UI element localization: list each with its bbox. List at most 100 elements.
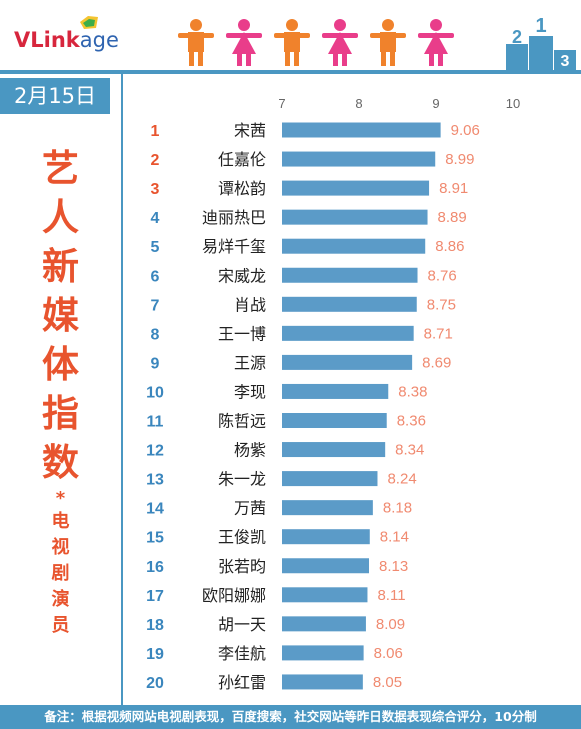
rank-label: 14 xyxy=(146,501,164,518)
title-char: 新 xyxy=(42,245,79,288)
category-label: 易烊千玺 xyxy=(202,237,266,256)
value-label: 8.13 xyxy=(379,558,408,575)
category-label: 谭松韵 xyxy=(218,179,266,198)
bar xyxy=(282,238,426,254)
value-label: 8.24 xyxy=(387,471,416,488)
value-label: 8.71 xyxy=(424,325,453,342)
rank-label: 2 xyxy=(151,152,160,169)
rank-label: 10 xyxy=(146,384,164,401)
value-label: 8.14 xyxy=(380,529,409,546)
category-label: 肖战 xyxy=(234,295,266,314)
bar xyxy=(282,122,441,138)
value-label: 8.89 xyxy=(438,209,467,226)
value-label: 8.18 xyxy=(383,500,412,517)
rank-label: 7 xyxy=(151,297,160,314)
x-tick-label: 9 xyxy=(432,96,439,111)
podium-icon: 2 1 3 xyxy=(506,15,576,70)
rank-label: 1 xyxy=(151,123,160,140)
rank-label: 19 xyxy=(146,646,164,663)
rank-label: 11 xyxy=(147,414,164,431)
value-label: 8.34 xyxy=(395,442,424,459)
rank-label: 13 xyxy=(146,472,164,489)
value-label: 8.86 xyxy=(435,238,464,255)
rank-label: 4 xyxy=(151,210,160,227)
value-label: 8.09 xyxy=(376,616,405,633)
title-char: 媒 xyxy=(42,294,79,337)
title-star: * xyxy=(55,488,66,509)
rank-label: 20 xyxy=(146,675,164,692)
header: VLinkage 2 1 3 xyxy=(0,0,581,70)
category-label: 欧阳娜娜 xyxy=(202,586,266,605)
category-label: 孙红雷 xyxy=(218,673,266,692)
value-label: 8.76 xyxy=(428,267,457,284)
category-label: 李现 xyxy=(234,382,266,401)
title-char: 艺 xyxy=(42,147,79,190)
date-badge: 2月15日 xyxy=(0,78,110,114)
bar xyxy=(282,325,414,341)
value-label: 8.11 xyxy=(377,587,405,604)
subtitle-char: 视 xyxy=(51,537,70,558)
bar xyxy=(282,558,370,574)
ranking-chart: 7 8 9 10 1 宋茜 9.06 2 任嘉伦 8.99 3 谭松韵 8.91 4 迪丽热巴 8.89 5 易烊… xyxy=(146,96,520,692)
bar xyxy=(282,587,368,603)
rank-label: 15 xyxy=(146,530,164,547)
logo-tag-icon xyxy=(80,16,98,29)
bar xyxy=(282,616,366,632)
bar xyxy=(282,413,387,428)
man-icon xyxy=(370,19,406,66)
man-icon xyxy=(178,19,214,66)
value-label: 9.06 xyxy=(451,122,480,139)
category-label: 李佳航 xyxy=(218,644,266,663)
rank-label: 17 xyxy=(146,588,164,605)
category-label: 宋茜 xyxy=(234,121,266,140)
value-label: 8.05 xyxy=(373,674,402,691)
category-label: 王俊凯 xyxy=(218,528,266,547)
value-label: 8.38 xyxy=(398,383,427,400)
category-label: 任嘉伦 xyxy=(218,150,266,169)
subtitle-char: 员 xyxy=(51,615,70,636)
category-label: 王源 xyxy=(234,353,266,372)
x-tick-label: 10 xyxy=(506,96,520,111)
man-icon xyxy=(274,19,310,66)
category-label: 杨紫 xyxy=(234,441,266,460)
value-label: 8.06 xyxy=(374,645,403,662)
bar xyxy=(282,180,430,196)
category-label: 宋威龙 xyxy=(218,266,266,285)
footer-note: 备注：根据视频网站电视剧表现，百度搜索，社交网站等昨日数据表现综合评分，10分制 xyxy=(0,705,581,729)
bar xyxy=(282,296,417,312)
header-divider xyxy=(0,70,581,74)
title-char: 人 xyxy=(42,196,79,239)
rank-label: 18 xyxy=(146,617,164,634)
value-label: 8.36 xyxy=(397,413,426,430)
bar xyxy=(282,442,386,458)
subtitle-char: 电 xyxy=(51,511,70,532)
svg-text:1: 1 xyxy=(535,15,546,37)
rank-label: 16 xyxy=(146,559,164,576)
subtitle-char: 演 xyxy=(51,589,70,610)
value-label: 8.99 xyxy=(445,151,474,168)
rank-label: 12 xyxy=(146,443,164,460)
rank-label: 6 xyxy=(151,268,160,285)
title-char: 体 xyxy=(42,343,79,386)
woman-icon xyxy=(418,19,454,66)
title-char: 数 xyxy=(42,441,79,484)
x-tick-label: 7 xyxy=(278,96,285,111)
bar xyxy=(282,151,436,167)
bar xyxy=(282,209,428,225)
bar xyxy=(282,645,364,661)
category-label: 胡一天 xyxy=(218,615,266,634)
rank-label: 8 xyxy=(151,326,160,343)
category-label: 迪丽热巴 xyxy=(202,208,266,227)
woman-icon xyxy=(226,19,262,66)
x-tick-label: 8 xyxy=(355,96,362,111)
people-icons xyxy=(178,19,454,66)
category-label: 朱一龙 xyxy=(218,470,266,489)
bar xyxy=(282,529,370,545)
subtitle-char: 剧 xyxy=(51,563,70,584)
value-label: 8.91 xyxy=(439,180,468,197)
woman-icon xyxy=(322,19,358,66)
chart-title: 艺 人 新 媒 体 指 数 * 电 视 剧 演 员 xyxy=(0,144,121,639)
bar xyxy=(282,267,418,283)
category-label: 陈哲远 xyxy=(218,412,266,431)
bar xyxy=(282,471,378,487)
